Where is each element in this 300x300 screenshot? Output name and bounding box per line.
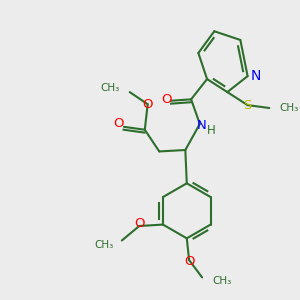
Text: O: O	[142, 98, 153, 111]
Text: S: S	[243, 99, 252, 112]
Text: O: O	[184, 255, 194, 268]
Text: CH₃: CH₃	[94, 240, 113, 250]
Text: O: O	[113, 117, 124, 130]
Text: O: O	[134, 217, 145, 230]
Text: CH₃: CH₃	[100, 83, 120, 93]
Text: N: N	[196, 119, 206, 132]
Text: H: H	[206, 124, 215, 137]
Text: CH₃: CH₃	[279, 103, 299, 113]
Text: N: N	[250, 69, 261, 83]
Text: O: O	[161, 93, 172, 106]
Text: CH₃: CH₃	[212, 276, 232, 286]
